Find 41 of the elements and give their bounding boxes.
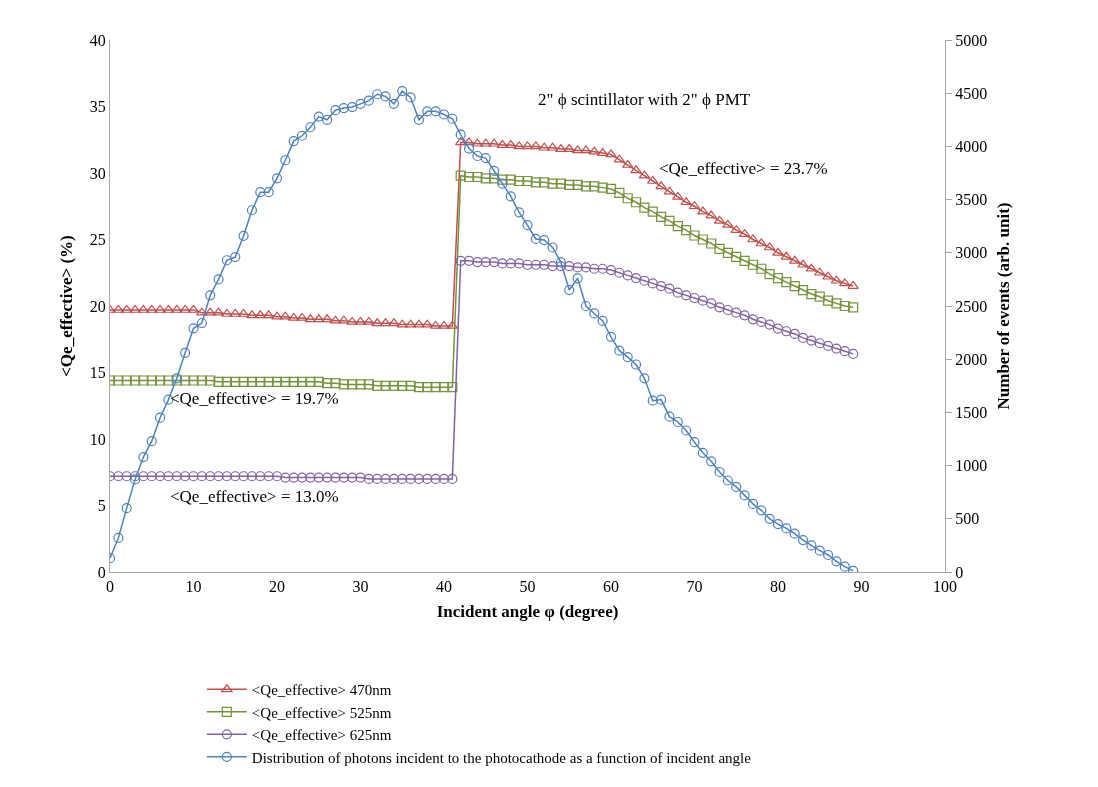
x-tick-label: 100 (933, 578, 957, 596)
y2-tick-label: 3500 (955, 191, 988, 209)
annotation: <Qe_effective> = 13.0% (170, 487, 339, 506)
legend-label: <Qe_effective> 625nm (251, 727, 392, 744)
annotation: 2" ϕ scintillator with 2" ϕ PMT (538, 90, 751, 109)
y-tick-label: 30 (89, 164, 106, 182)
y-tick-label: 20 (89, 297, 106, 315)
y2-tick-label: 5000 (955, 31, 988, 49)
x-tick-label: 50 (519, 578, 536, 596)
x-tick-label: 10 (185, 578, 202, 596)
legend-label: <Qe_effective> 470nm (251, 682, 392, 699)
y-tick-label: 10 (89, 430, 106, 448)
y2-tick-label: 1500 (955, 404, 988, 421)
legend-label: Distribution of photons incident to the photocathode as a function of incident angle (251, 749, 752, 766)
x-axis-title: Incident angle φ (degree) (436, 601, 619, 621)
annotation: <Qe_effective> = 23.7% (659, 159, 828, 178)
x-tick-label: 80 (770, 578, 786, 596)
y2-tick-label: 500 (955, 510, 980, 528)
y-tick-label: 5 (97, 497, 106, 515)
y-tick-label: 25 (89, 231, 106, 249)
y2-axis-title: Number of events (arb. unit) (993, 202, 1013, 410)
y-tick-label: 35 (89, 98, 106, 116)
y2-tick-label: 2000 (955, 350, 988, 368)
y-tick-label: 15 (89, 364, 106, 382)
y2-tick-label: 4500 (955, 84, 988, 102)
y2-tick-label: 4000 (955, 138, 988, 155)
y2-tick-label: 0 (955, 563, 964, 581)
y2-tick-label: 3000 (955, 244, 988, 262)
x-tick-label: 40 (436, 578, 452, 596)
y2-tick-label: 2500 (955, 297, 988, 315)
annotation: <Qe_effective> = 19.7% (170, 389, 339, 408)
x-tick-label: 30 (352, 578, 369, 596)
x-tick-label: 70 (686, 578, 703, 596)
legend-label: <Qe_effective> 525nm (251, 704, 392, 721)
x-tick-label: 20 (269, 578, 285, 596)
x-tick-label: 60 (603, 578, 619, 596)
y-tick-label: 40 (89, 31, 106, 49)
x-tick-label: 90 (853, 578, 870, 596)
y-tick-label: 0 (97, 563, 106, 581)
y2-tick-label: 1000 (955, 457, 988, 475)
y-axis-title: <Qe_effective> (%) (57, 235, 77, 377)
